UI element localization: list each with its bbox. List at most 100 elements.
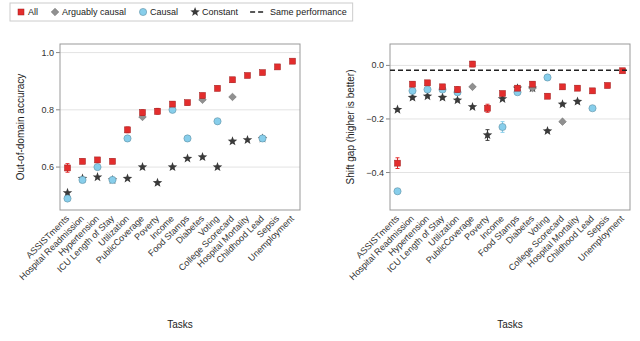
point	[215, 85, 221, 91]
x-tick-label: Unemployment	[246, 213, 296, 263]
point	[95, 157, 101, 163]
error-bar	[171, 102, 175, 107]
legend-label: Causal	[150, 7, 178, 17]
series: All	[395, 61, 626, 168]
point	[183, 153, 193, 162]
point	[544, 74, 551, 81]
error-bar	[156, 108, 160, 114]
point	[125, 127, 131, 133]
error-bar	[201, 93, 205, 98]
point	[515, 85, 521, 91]
legend-item: All	[18, 7, 38, 17]
legend-label: Arguably causal	[62, 7, 126, 17]
error-bar	[516, 86, 520, 90]
point	[155, 108, 161, 114]
error-bar	[501, 91, 505, 95]
error-bar	[186, 100, 190, 105]
point	[109, 176, 116, 183]
point	[485, 105, 491, 111]
error-bar	[141, 110, 145, 116]
marks: ConstantCausalArguably causalAll	[390, 61, 630, 195]
legend-swatch	[250, 11, 266, 12]
error-bar	[546, 94, 550, 98]
panel: 0.0−0.2−0.4ASSISTmentsHospital Readmissi…	[345, 44, 630, 330]
y-axis-label: Shift gap (higher is better)	[345, 69, 356, 184]
y-tick-label: 0.8	[41, 105, 54, 115]
y-tick	[386, 172, 390, 173]
point	[110, 158, 116, 164]
point	[229, 93, 237, 101]
point	[424, 86, 431, 93]
point	[499, 123, 506, 130]
point	[589, 105, 596, 112]
point	[469, 83, 477, 91]
error-bar	[81, 159, 85, 164]
point	[259, 135, 266, 142]
point	[573, 97, 583, 106]
point	[64, 195, 71, 202]
error-bar	[441, 85, 445, 89]
error-bar	[606, 83, 610, 87]
error-bar	[486, 104, 490, 112]
error-bar	[591, 89, 595, 93]
point	[483, 130, 493, 139]
point	[470, 61, 476, 67]
y-axis-label: Out-of-domain accuracy	[15, 74, 26, 181]
grid-line	[390, 172, 630, 173]
series: Causal	[64, 106, 266, 202]
point	[108, 175, 118, 184]
series: Causal	[394, 74, 596, 195]
point	[559, 118, 567, 126]
point	[94, 163, 101, 170]
point	[575, 85, 581, 91]
x-axis-label: Tasks	[497, 319, 523, 330]
point	[258, 133, 268, 142]
point	[184, 135, 191, 142]
legend-swatch	[139, 8, 146, 15]
point	[138, 162, 148, 171]
point	[438, 93, 448, 102]
grid-line	[60, 52, 300, 53]
grid-line	[390, 118, 630, 119]
point	[545, 93, 551, 99]
point	[168, 162, 178, 171]
point	[80, 158, 86, 164]
point	[153, 178, 163, 187]
point	[455, 87, 461, 93]
error-bar	[531, 82, 535, 86]
point	[425, 80, 431, 86]
point	[213, 162, 223, 171]
error-bar	[561, 85, 565, 89]
reference-line	[390, 70, 630, 71]
y-tick-label: 1.0	[41, 48, 54, 58]
error-bar	[66, 164, 70, 173]
point	[243, 135, 253, 144]
y-tick	[56, 109, 60, 110]
series: Arguably causal	[469, 83, 567, 125]
legend-swatch	[190, 7, 200, 16]
y-tick-label: −0.4	[366, 168, 384, 178]
series: Constant	[393, 83, 583, 140]
marks: ConstantCausalArguably causalAll	[63, 58, 296, 202]
plot-frame	[390, 44, 630, 210]
y-tick-label: 0.6	[41, 162, 54, 172]
point	[124, 135, 131, 142]
point	[260, 70, 266, 76]
error-bar	[96, 158, 100, 163]
point	[228, 136, 238, 145]
point	[453, 95, 463, 104]
point	[198, 152, 208, 161]
point	[394, 188, 401, 195]
error-bar	[576, 86, 580, 90]
series: Constant	[63, 133, 268, 196]
y-tick	[386, 118, 390, 119]
x-axis-label: Tasks	[167, 319, 193, 330]
error-bar	[456, 87, 460, 92]
plot-area	[390, 44, 630, 210]
point	[393, 105, 403, 114]
point	[560, 84, 566, 90]
y-tick-label: −0.2	[366, 114, 384, 124]
point	[65, 165, 71, 171]
point	[214, 118, 221, 125]
point	[275, 64, 281, 70]
